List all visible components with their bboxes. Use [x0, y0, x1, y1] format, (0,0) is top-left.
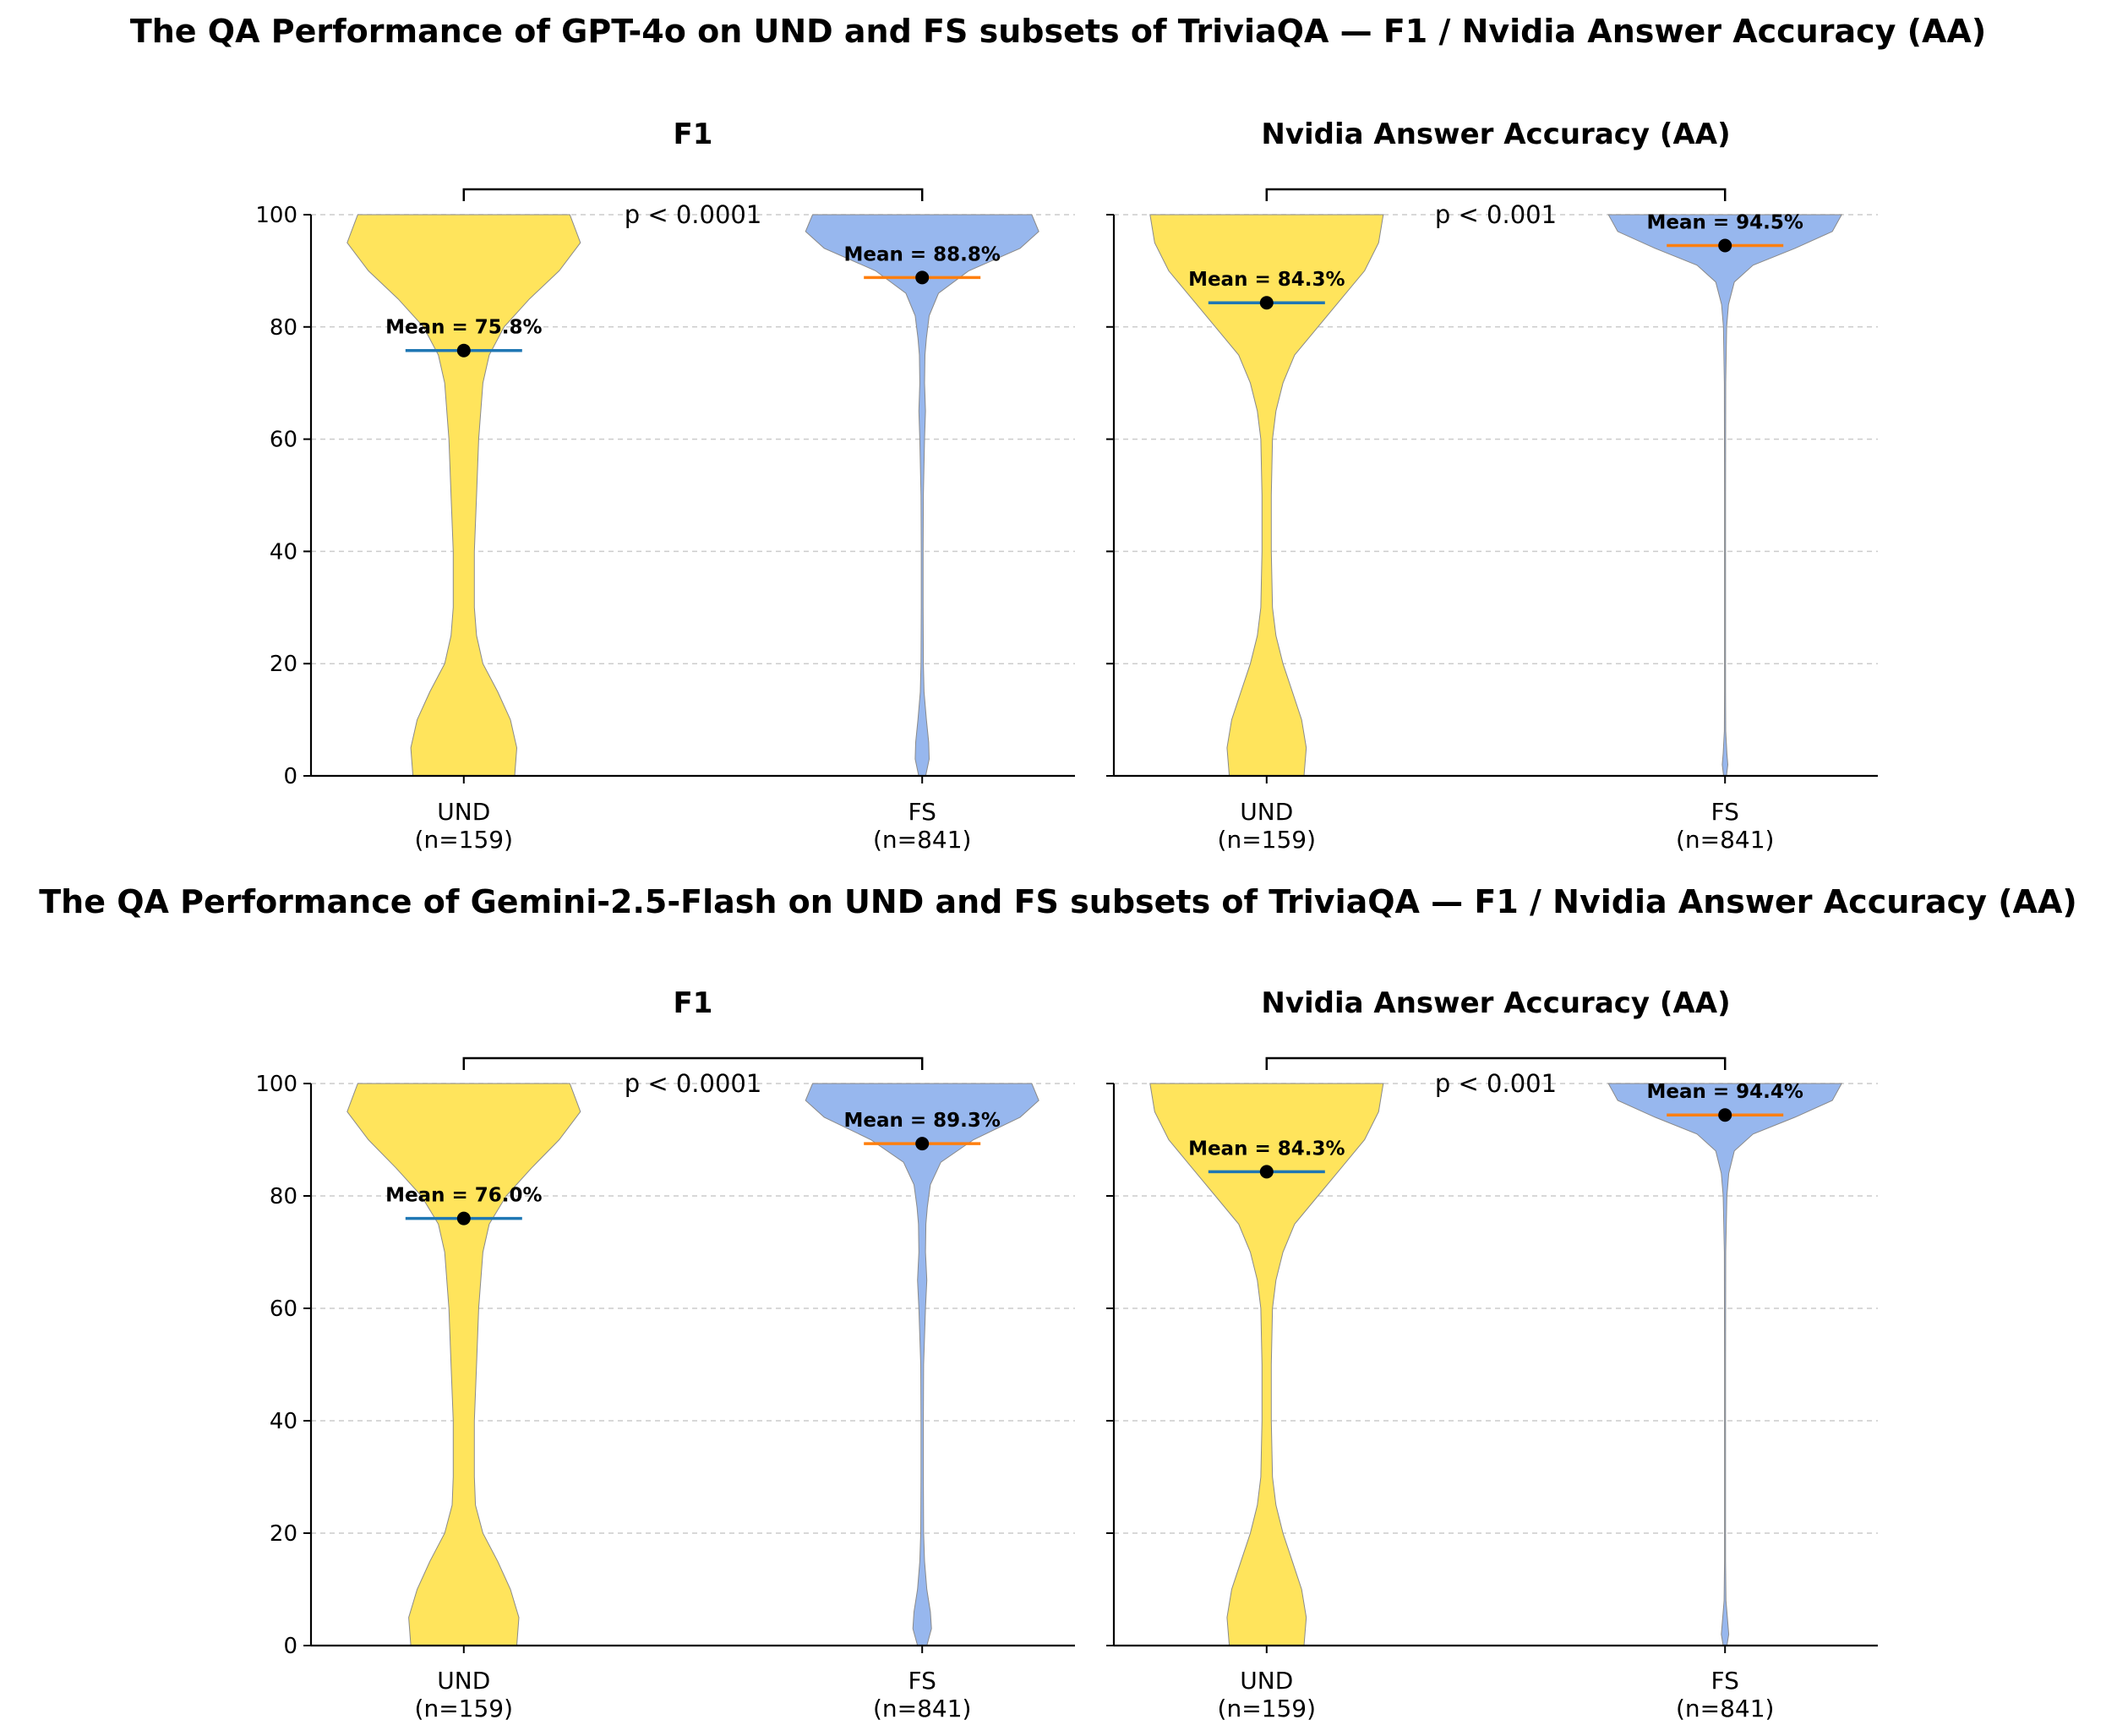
y-tick-label: 40	[270, 1409, 297, 1434]
x-count-label-und: (n=159)	[1218, 1695, 1317, 1722]
p-value-label: p < 0.001	[1435, 1069, 1557, 1098]
mean-label-fs: Mean = 94.4%	[1646, 1081, 1803, 1103]
y-tick-label: 40	[270, 539, 297, 565]
x-tick-label-fs: FS	[1711, 798, 1739, 826]
mean-label-fs: Mean = 94.5%	[1646, 212, 1803, 234]
panel-title: F1	[674, 986, 713, 1020]
y-tick-label: 100	[255, 1072, 297, 1097]
mean-label-und: Mean = 75.8%	[385, 317, 542, 339]
x-tick-label-und: UND	[437, 1667, 490, 1695]
x-count-label-und: (n=159)	[415, 826, 514, 854]
violin-und	[1149, 1083, 1384, 1646]
x-tick-label-und: UND	[437, 798, 490, 826]
y-tick-label: 60	[270, 1297, 297, 1322]
x-count-label-fs: (n=841)	[873, 1695, 972, 1722]
mean-label-und: Mean = 84.3%	[1188, 269, 1345, 291]
p-value-label: p < 0.0001	[625, 1069, 762, 1098]
significance-bracket	[1265, 188, 1727, 201]
y-tick-label: 60	[270, 428, 297, 453]
x-tick-label-fs: FS	[908, 798, 936, 826]
significance-bracket	[462, 1056, 924, 1070]
y-tick-label: 100	[255, 203, 297, 228]
x-count-label-und: (n=159)	[415, 1695, 514, 1722]
violin-fs	[1607, 1083, 1843, 1646]
panel-1: F1 0 20 40 60 80 100 Mean = 75.8% UND(n=159) Mean…	[255, 117, 1075, 854]
mean-marker-fs	[1718, 1108, 1732, 1122]
panel-2: Nvidia Answer Accuracy (AA) Mean = 84.3% U…	[1106, 117, 1878, 854]
y-tick-label: 0	[283, 1634, 297, 1659]
mean-label-fs: Mean = 88.8%	[843, 243, 1000, 265]
mean-marker-und	[1259, 296, 1274, 310]
p-value-label: p < 0.001	[1435, 200, 1557, 229]
x-count-label-und: (n=159)	[1218, 826, 1317, 854]
figure-title-row-1: The QA Performance of GPT-4o on UND and …	[130, 13, 1986, 50]
x-count-label-fs: (n=841)	[1676, 1695, 1775, 1722]
mean-marker-fs	[1718, 238, 1732, 253]
violin-fs	[1607, 214, 1843, 777]
x-tick-label-und: UND	[1240, 798, 1293, 826]
figure-title-row-2: The QA Performance of Gemini-2.5-Flash o…	[39, 883, 2077, 920]
mean-marker-und	[456, 1211, 471, 1226]
mean-label-fs: Mean = 89.3%	[843, 1110, 1000, 1132]
violin-und	[346, 1083, 581, 1646]
panel-title: F1	[674, 117, 713, 151]
panel-title: Nvidia Answer Accuracy (AA)	[1261, 117, 1730, 151]
x-count-label-fs: (n=841)	[873, 826, 972, 854]
violin-und	[346, 214, 581, 777]
x-tick-label-fs: FS	[908, 1667, 936, 1695]
y-tick-label: 80	[270, 315, 297, 341]
x-count-label-fs: (n=841)	[1676, 826, 1775, 854]
mean-label-und: Mean = 84.3%	[1188, 1138, 1345, 1160]
significance-bracket	[462, 188, 924, 201]
y-tick-label: 0	[283, 764, 297, 789]
significance-bracket	[1265, 1056, 1727, 1070]
violin-fs	[805, 214, 1039, 777]
mean-label-und: Mean = 76.0%	[385, 1185, 542, 1207]
x-tick-label-fs: FS	[1711, 1667, 1739, 1695]
y-tick-label: 20	[270, 1521, 297, 1547]
panel-title: Nvidia Answer Accuracy (AA)	[1261, 986, 1730, 1020]
mean-marker-fs	[915, 1137, 930, 1151]
panel-4: Nvidia Answer Accuracy (AA) Mean = 84.3% U…	[1106, 986, 1878, 1722]
violin-fs	[805, 1083, 1039, 1646]
violin-und	[1149, 214, 1384, 777]
p-value-label: p < 0.0001	[625, 200, 762, 229]
mean-marker-fs	[915, 270, 930, 285]
mean-marker-und	[456, 343, 471, 358]
panel-3: F1 0 20 40 60 80 100 Mean = 76.0% UND(n=159) Mean…	[255, 986, 1075, 1722]
y-tick-label: 80	[270, 1184, 297, 1209]
x-tick-label-und: UND	[1240, 1667, 1293, 1695]
y-tick-label: 20	[270, 652, 297, 677]
mean-marker-und	[1259, 1165, 1274, 1179]
